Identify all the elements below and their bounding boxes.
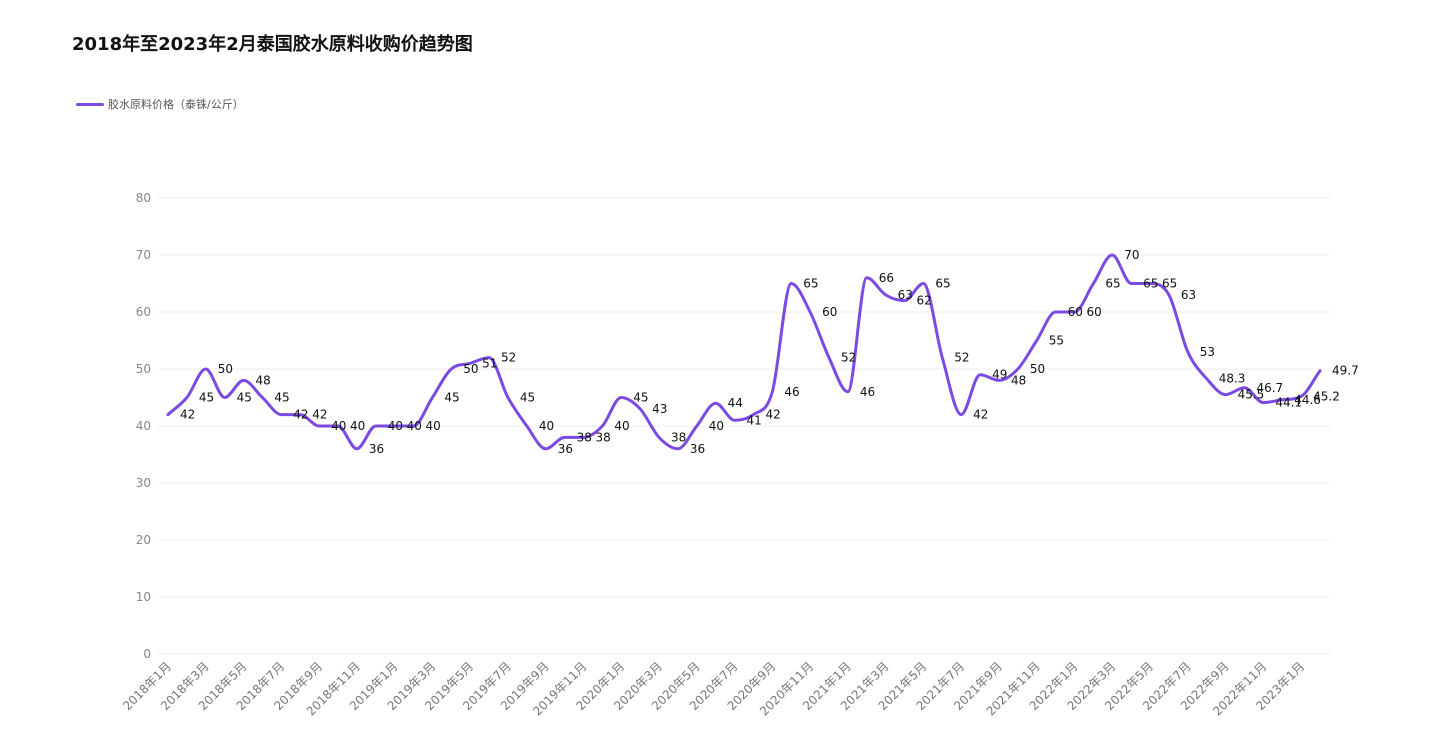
data-label: 46 — [784, 385, 799, 399]
data-label: 43 — [652, 402, 667, 416]
data-label: 45 — [237, 391, 252, 405]
data-label: 70 — [1124, 248, 1139, 262]
data-label: 65 — [1143, 277, 1158, 291]
data-label: 65 — [803, 277, 818, 291]
data-label: 44.6 — [1294, 393, 1321, 407]
data-label: 45 — [444, 391, 459, 405]
data-label: 50 — [463, 362, 478, 376]
data-label: 40 — [709, 419, 724, 433]
data-label: 52 — [954, 351, 969, 365]
y-tick-label: 20 — [136, 533, 151, 547]
data-label: 40 — [331, 419, 346, 433]
data-label: 45 — [274, 391, 289, 405]
data-label: 63 — [898, 288, 913, 302]
data-label: 65 — [1105, 277, 1120, 291]
data-label: 40 — [539, 419, 554, 433]
data-label: 41 — [747, 413, 762, 427]
data-label: 60 — [822, 305, 837, 319]
chart-title: 2018年至2023年2月泰国胶水原料收购价趋势图 — [72, 34, 473, 55]
y-tick-label: 40 — [136, 419, 151, 433]
data-label: 42 — [312, 408, 327, 422]
legend[interactable]: 胶水原料价格（泰铢/公斤） — [76, 96, 244, 112]
data-label: 40 — [614, 419, 629, 433]
data-label: 65 — [1162, 277, 1177, 291]
y-tick-label: 10 — [136, 590, 151, 604]
data-label: 49.7 — [1332, 364, 1359, 378]
data-label: 45 — [520, 391, 535, 405]
data-label: 45.2 — [1313, 389, 1340, 403]
y-tick-label: 60 — [136, 305, 151, 319]
data-label: 40 — [388, 419, 403, 433]
data-label: 48.3 — [1219, 372, 1246, 386]
data-label: 42 — [293, 408, 308, 422]
data-label: 66 — [879, 271, 894, 285]
data-label: 40 — [407, 419, 422, 433]
data-label: 44 — [728, 396, 743, 410]
data-label: 50 — [1030, 362, 1045, 376]
data-label: 62 — [917, 294, 932, 308]
data-label: 52 — [841, 351, 856, 365]
data-label: 65 — [935, 277, 950, 291]
data-label: 60 — [1068, 305, 1083, 319]
data-label: 45 — [199, 391, 214, 405]
data-label: 50 — [218, 362, 233, 376]
data-label: 38 — [577, 430, 592, 444]
data-label: 55 — [1049, 334, 1064, 348]
data-label: 46 — [860, 385, 875, 399]
data-label: 49 — [992, 368, 1007, 382]
y-tick-label: 30 — [136, 476, 151, 490]
data-label: 48 — [1011, 373, 1026, 387]
data-label: 42 — [973, 408, 988, 422]
data-label: 46.7 — [1256, 381, 1283, 395]
y-tick-label: 50 — [136, 362, 151, 376]
data-label: 40 — [350, 419, 365, 433]
y-tick-label: 70 — [136, 248, 151, 262]
data-label: 45.5 — [1238, 388, 1265, 402]
y-tick-label: 0 — [143, 647, 151, 661]
data-label: 53 — [1200, 345, 1215, 359]
data-label: 60 — [1086, 305, 1101, 319]
legend-line-swatch — [76, 102, 104, 106]
y-tick-label: 80 — [136, 191, 151, 205]
data-label: 63 — [1181, 288, 1196, 302]
data-label: 45 — [633, 391, 648, 405]
data-label: 36 — [558, 442, 573, 456]
data-label: 52 — [501, 351, 516, 365]
data-label: 42 — [765, 408, 780, 422]
data-label: 38 — [671, 430, 686, 444]
legend-label: 胶水原料价格（泰铢/公斤） — [108, 98, 244, 111]
data-label: 42 — [180, 408, 195, 422]
data-label: 48 — [256, 373, 271, 387]
data-label: 51 — [482, 356, 497, 370]
data-label: 38 — [595, 430, 610, 444]
data-label: 36 — [369, 442, 384, 456]
series-line — [166, 253, 1322, 451]
data-label: 40 — [426, 419, 441, 433]
data-label: 36 — [690, 442, 705, 456]
data-label: 44.1 — [1275, 396, 1302, 410]
